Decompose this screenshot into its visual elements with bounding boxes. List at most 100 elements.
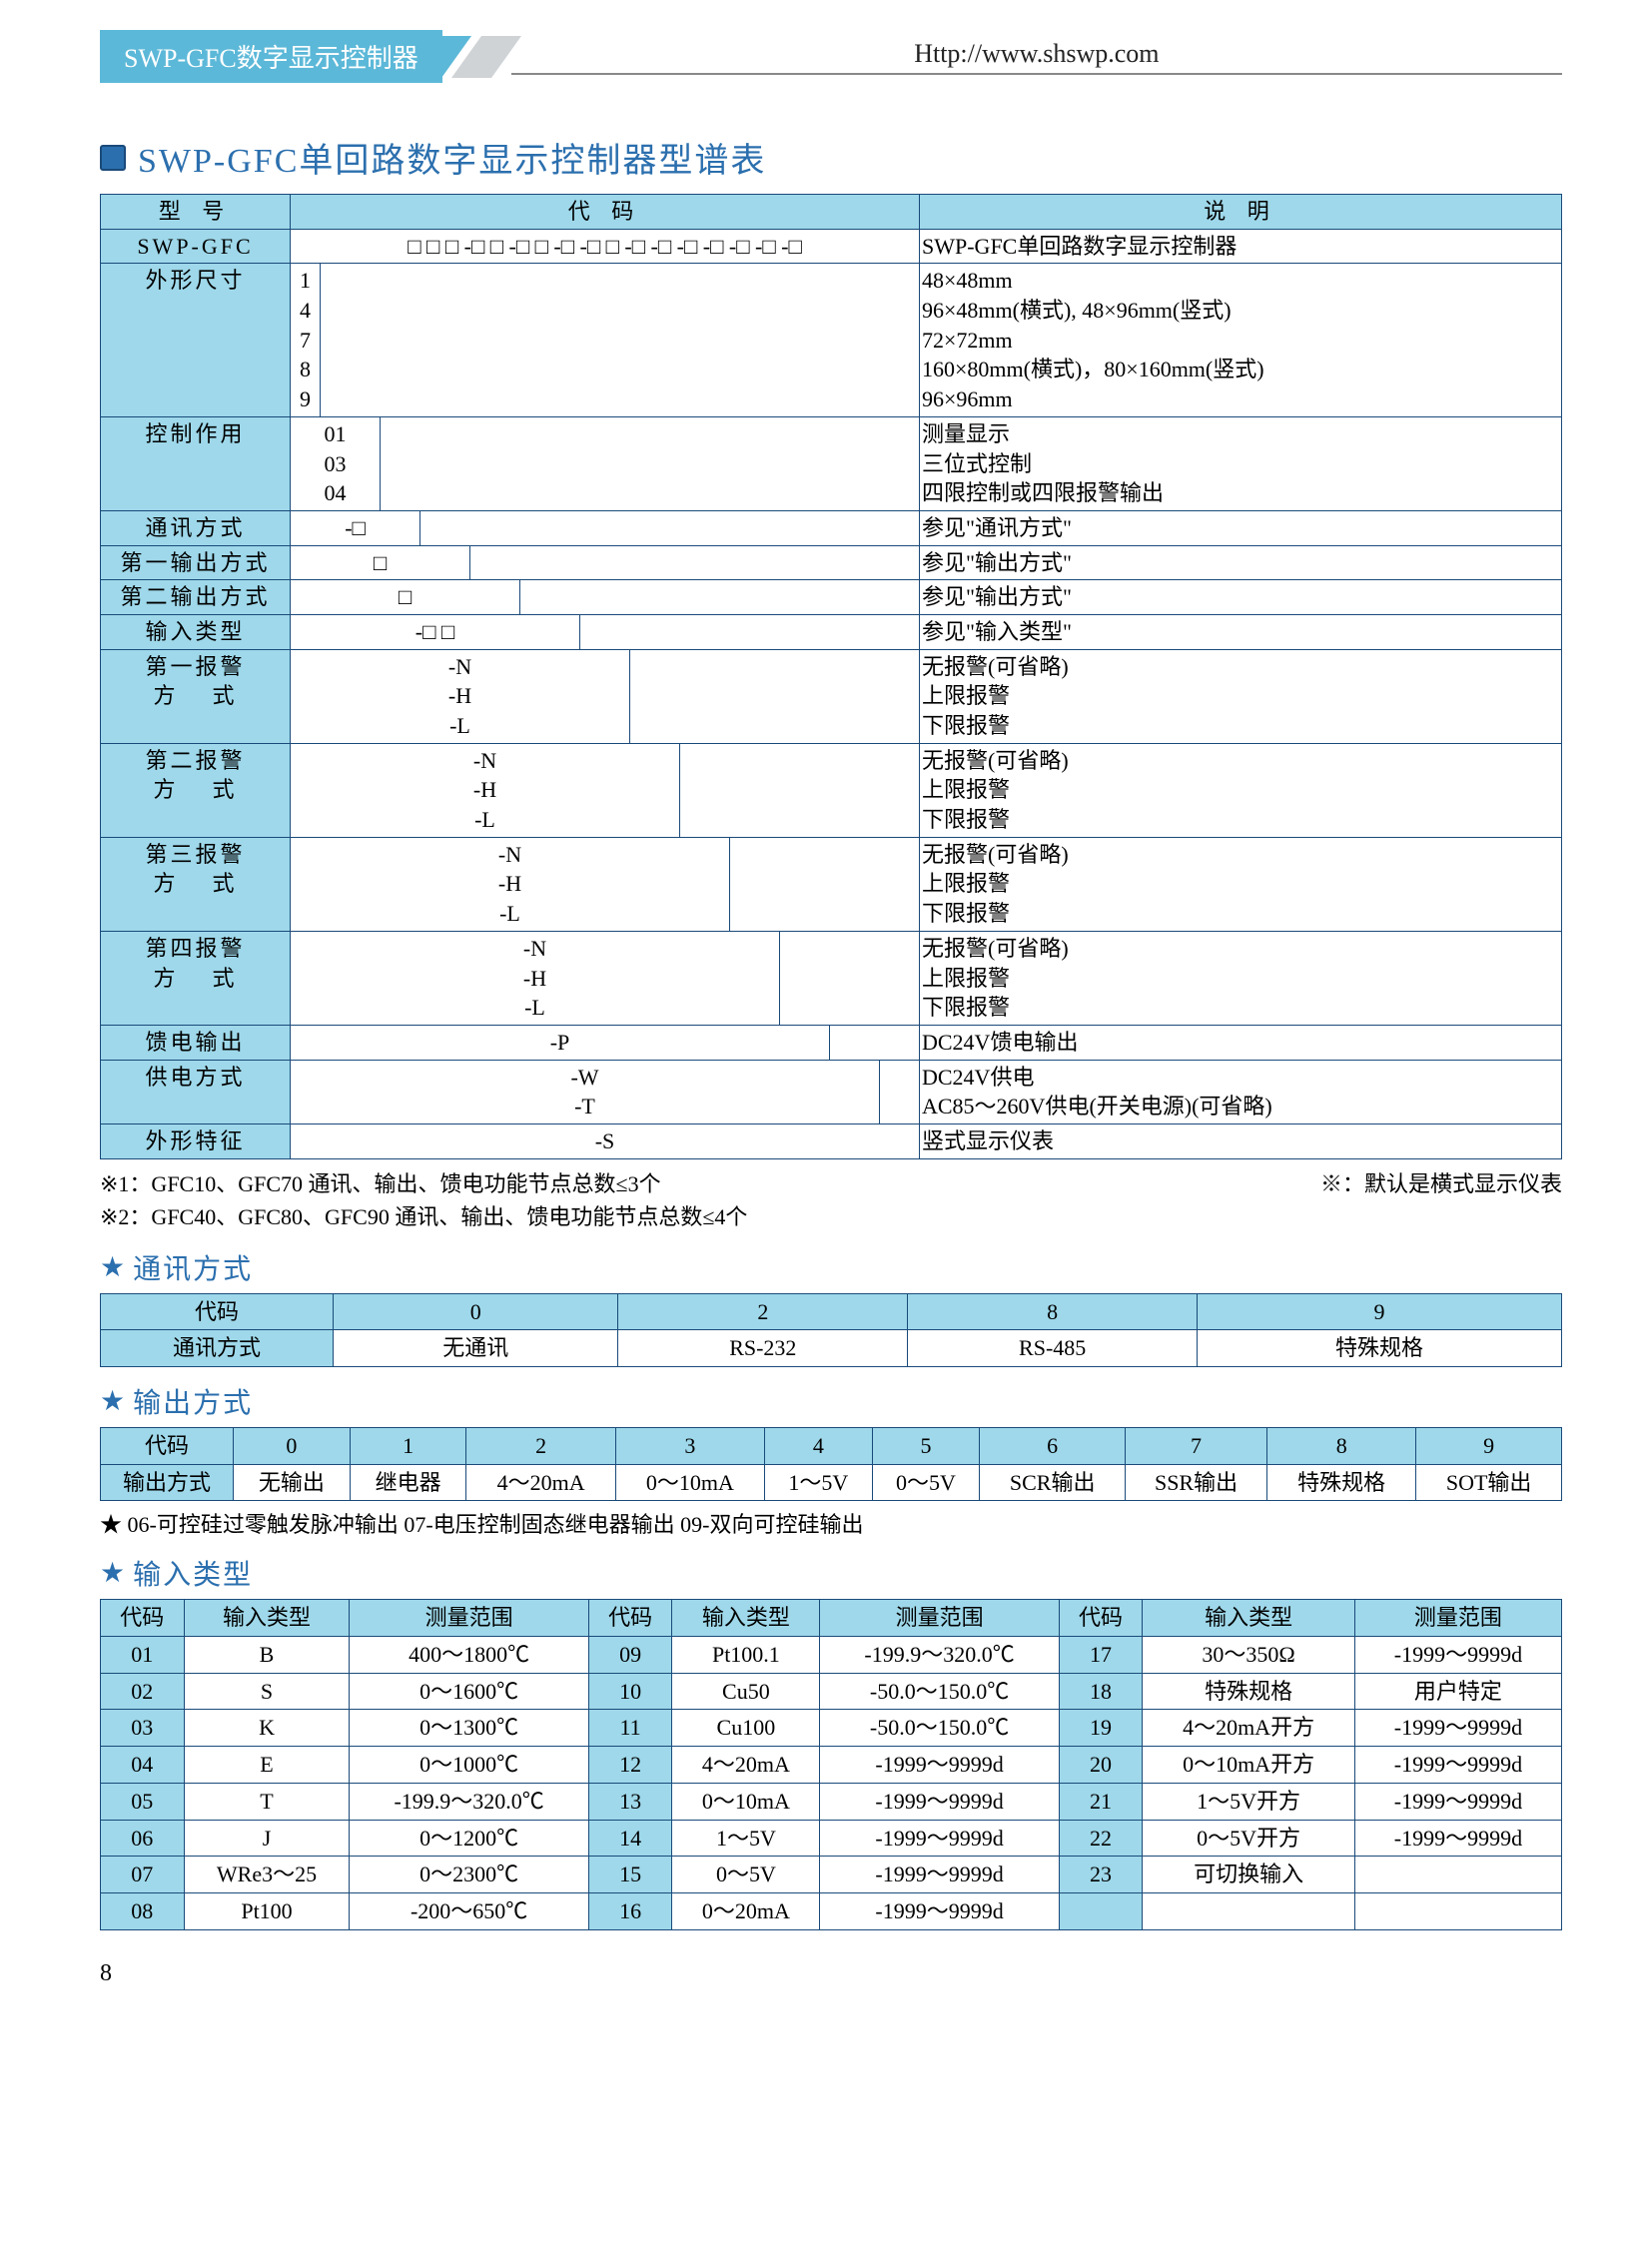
cell-empty — [730, 837, 920, 931]
input-cell: 04 — [101, 1747, 185, 1784]
cell-empty — [880, 1060, 920, 1123]
output-code-3: 3 — [615, 1428, 764, 1465]
row-size-label: 外形尺寸 — [101, 264, 291, 416]
row-control-desc: 测量显示 三位式控制 四限控制或四限报警输出 — [920, 416, 1562, 510]
row-power-label: 供电方式 — [101, 1060, 291, 1123]
row-comm-label: 通讯方式 — [101, 510, 291, 545]
in-th-code: 代码 — [588, 1600, 672, 1637]
input-cell: 30～350Ω — [1143, 1637, 1355, 1674]
row-alarm2-desc: 无报警(可省略) 上限报警 下限报警 — [920, 743, 1562, 837]
input-cell: -50.0～150.0℃ — [820, 1673, 1059, 1710]
th-model: 型 号 — [101, 195, 291, 230]
input-cell: 12 — [588, 1747, 672, 1784]
row-feed-label: 馈电输出 — [101, 1025, 291, 1060]
comm-val-1: RS-232 — [618, 1330, 908, 1367]
input-cell: -1999～9999d — [820, 1820, 1059, 1857]
row-swp-code: □ □ □ -□ □ -□ □ -□ -□ □ -□ -□ -□ -□ -□ -… — [291, 229, 920, 264]
row-alarm1-code: -N -H -L — [291, 649, 630, 743]
comm-code-3: 9 — [1198, 1293, 1562, 1330]
comm-code-2: 8 — [908, 1293, 1198, 1330]
input-cell: 11 — [588, 1710, 672, 1747]
comm-code-1: 2 — [618, 1293, 908, 1330]
cell-empty — [830, 1025, 920, 1060]
row-size-desc: 48×48mm 96×48mm(横式), 48×96mm(竖式) 72×72mm… — [920, 264, 1562, 416]
row-out1-code: □ — [291, 545, 470, 580]
output-val-7: SSR输出 — [1126, 1464, 1267, 1501]
cell-empty — [321, 264, 920, 416]
input-cell: B — [184, 1637, 350, 1674]
row-alarm3-label: 第三报警 方 式 — [101, 837, 291, 931]
input-cell: 0～5V — [672, 1857, 820, 1893]
cell-empty — [630, 649, 920, 743]
row-size-code: 1 4 7 8 9 — [291, 264, 321, 416]
output-val-8: 特殊规格 — [1267, 1464, 1416, 1501]
input-cell: 10 — [588, 1673, 672, 1710]
in-th-range: 测量范围 — [1354, 1600, 1561, 1637]
input-cell: S — [184, 1673, 350, 1710]
row-feed-desc: DC24V馈电输出 — [920, 1025, 1562, 1060]
th-desc: 说 明 — [920, 195, 1562, 230]
cell-empty — [470, 545, 920, 580]
output-code-5: 5 — [872, 1428, 980, 1465]
cell-empty — [420, 510, 920, 545]
row-intype-code: -□ □ — [291, 614, 580, 649]
row-control-label: 控制作用 — [101, 416, 291, 510]
output-code-0: 0 — [234, 1428, 351, 1465]
row-intype-desc: 参见"输入类型" — [920, 614, 1562, 649]
cell-empty — [520, 580, 920, 615]
in-th-range: 测量范围 — [350, 1600, 588, 1637]
input-cell: 15 — [588, 1857, 672, 1893]
row-out2-code: □ — [291, 580, 520, 615]
input-cell: -1999～9999d — [1354, 1637, 1561, 1674]
output-th-code: 代码 — [101, 1428, 234, 1465]
input-cell: K — [184, 1710, 350, 1747]
comm-val-3: 特殊规格 — [1198, 1330, 1562, 1367]
note-1r: ※：默认是横式显示仪表 — [1320, 1167, 1562, 1200]
input-cell: 0～2300℃ — [350, 1857, 588, 1893]
output-val-4: 1～5V — [764, 1464, 872, 1501]
main-title: SWP-GFC单回路数字显示控制器型谱表 — [100, 133, 1562, 182]
input-cell: 13 — [588, 1783, 672, 1820]
input-cell: 18 — [1059, 1673, 1143, 1710]
input-cell: Pt100 — [184, 1892, 350, 1929]
input-cell: -1999～9999d — [820, 1857, 1059, 1893]
input-cell: 16 — [588, 1892, 672, 1929]
row-alarm1-desc: 无报警(可省略) 上限报警 下限报警 — [920, 649, 1562, 743]
comm-val-2: RS-485 — [908, 1330, 1198, 1367]
input-cell: 0～1300℃ — [350, 1710, 588, 1747]
input-cell: 可切换输入 — [1143, 1857, 1355, 1893]
in-th-range: 测量范围 — [820, 1600, 1059, 1637]
input-cell: 09 — [588, 1637, 672, 1674]
input-cell: -1999～9999d — [1354, 1783, 1561, 1820]
page-number: 8 — [100, 1960, 1562, 1987]
input-cell: WRe3～25 — [184, 1857, 350, 1893]
main-title-text: SWP-GFC单回路数字显示控制器型谱表 — [138, 133, 766, 182]
output-code-9: 9 — [1416, 1428, 1562, 1465]
th-code: 代 码 — [291, 195, 920, 230]
cell-empty — [780, 931, 920, 1025]
output-code-8: 8 — [1267, 1428, 1416, 1465]
input-cell: -1999～9999d — [1354, 1820, 1561, 1857]
row-comm-desc: 参见"通讯方式" — [920, 510, 1562, 545]
input-cell: 03 — [101, 1710, 185, 1747]
input-cell: 特殊规格 — [1143, 1673, 1355, 1710]
header-title: SWP-GFC数字显示控制器 — [100, 30, 442, 83]
output-val-0: 无输出 — [234, 1464, 351, 1501]
model-table: 型 号 代 码 说 明 SWP-GFC □ □ □ -□ □ -□ □ -□ -… — [100, 194, 1562, 1159]
output-val-6: SCR输出 — [980, 1464, 1126, 1501]
input-cell: 0～1600℃ — [350, 1673, 588, 1710]
input-cell: 01 — [101, 1637, 185, 1674]
input-cell: 07 — [101, 1857, 185, 1893]
row-out2-label: 第二输出方式 — [101, 580, 291, 615]
input-cell: 22 — [1059, 1820, 1143, 1857]
output-val-5: 0～5V — [872, 1464, 980, 1501]
output-code-6: 6 — [980, 1428, 1126, 1465]
notes-block: ※1：GFC10、GFC70 通讯、输出、馈电功能节点总数≤3个 ※：默认是横式… — [100, 1167, 1562, 1233]
row-alarm4-code: -N -H -L — [291, 931, 780, 1025]
row-alarm4-desc: 无报警(可省略) 上限报警 下限报警 — [920, 931, 1562, 1025]
in-th-type: 输入类型 — [184, 1600, 350, 1637]
input-cell: 0～1000℃ — [350, 1747, 588, 1784]
output-val-3: 0～10mA — [615, 1464, 764, 1501]
input-title: ★ 输入类型 — [100, 1553, 1562, 1593]
square-bullet-icon — [100, 145, 126, 171]
